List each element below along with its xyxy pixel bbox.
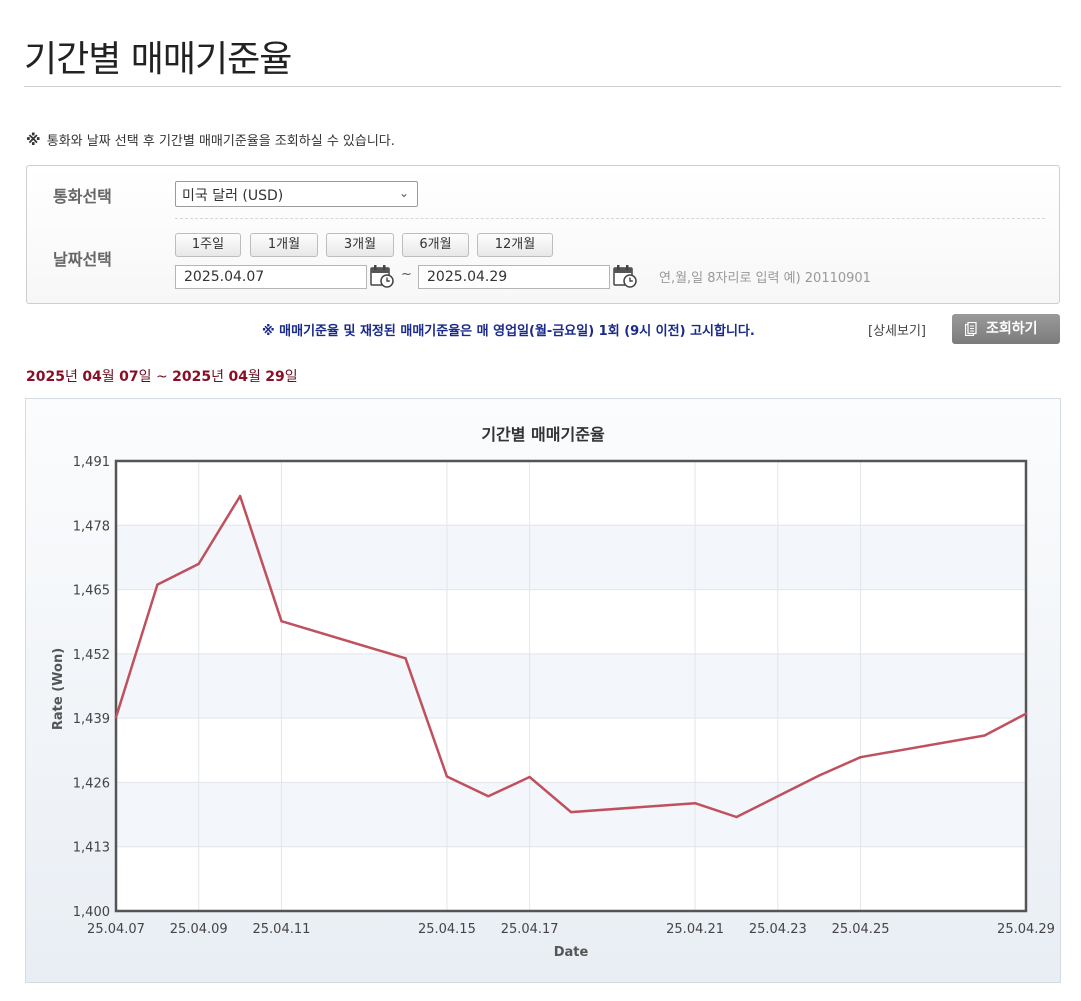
date-label: 날짜선택 (53, 250, 112, 269)
data-point (280, 620, 283, 623)
currency-label: 통화선택 (53, 187, 112, 206)
range-day-unit: 일 (284, 369, 298, 385)
data-point (114, 715, 118, 719)
x-tick-label: 25.04.09 (170, 922, 228, 937)
rate-line-chart: 기간별 매매기준율 Rate (Won) Date 1,400 1,413 1,42… (51, 425, 1055, 960)
y-tick-label: 1,465 (73, 584, 110, 599)
title-divider (24, 86, 1061, 87)
notice-mark: ※ (26, 131, 41, 149)
date-format-hint: 연,월,일 8자리로 입력 예) 20110901 (659, 271, 871, 286)
currency-select[interactable]: 미국 달러 (USD) ⌄ (175, 181, 418, 207)
plot-frame (114, 459, 1028, 913)
range-day-unit: 일 (138, 369, 152, 385)
chevron-down-icon: ⌄ (398, 186, 409, 200)
range-end-year: 2025 (172, 369, 212, 385)
y-tick-label: 1,478 (73, 519, 110, 534)
data-point (776, 795, 780, 798)
currency-select-value: 미국 달러 (USD) (182, 188, 284, 204)
y-tick-label: 1,426 (73, 776, 110, 791)
grid-band (116, 653, 1026, 719)
period-button-3month[interactable]: 3개월 (326, 233, 394, 257)
data-point (156, 583, 159, 586)
y-tick-label: 1,452 (73, 648, 110, 663)
data-point (1024, 712, 1028, 715)
x-tick-label: 25.04.29 (997, 922, 1055, 937)
range-start-day: 07 (119, 369, 139, 385)
data-point (445, 775, 449, 778)
data-point (983, 734, 986, 737)
query-button[interactable]: 조회하기 (952, 314, 1060, 344)
period-button-6month[interactable]: 6개월 (402, 233, 469, 257)
y-tick-label: 1,400 (73, 905, 110, 920)
period-button-1month[interactable]: 1개월 (250, 233, 318, 257)
search-panel: 통화선택 미국 달러 (USD) ⌄ 날짜선택 1주일 1개월 3개월 6개월 … (26, 165, 1060, 304)
x-tick-label: 25.04.25 (832, 922, 890, 937)
range-year-unit: 년 (211, 369, 229, 385)
data-point (569, 810, 573, 814)
data-point (238, 494, 242, 498)
x-tick-label: 25.04.21 (666, 922, 724, 937)
chart-title: 기간별 매매기준율 (481, 425, 605, 444)
x-tick-label: 25.04.11 (253, 922, 311, 937)
row-divider (175, 218, 1045, 219)
y-tick-label: 1,491 (73, 455, 110, 470)
detail-link[interactable]: [상세보기] (868, 324, 926, 339)
period-button-12month[interactable]: 12개월 (477, 233, 553, 257)
page-title: 기간별 매매기준율 (24, 39, 292, 80)
y-tick-label: 1,439 (73, 712, 110, 727)
range-start-month: 04 (82, 369, 102, 385)
end-date-input[interactable]: 2025.04.29 (418, 265, 610, 289)
data-point (693, 801, 697, 805)
x-tick-label: 25.04.15 (418, 922, 476, 937)
range-start-year: 2025 (26, 369, 65, 385)
x-tick-label: 25.04.23 (749, 922, 807, 937)
data-point (817, 774, 821, 777)
grid-band (116, 782, 1026, 847)
y-axis-label: Rate (Won) (51, 648, 66, 730)
calendar-icon[interactable] (613, 264, 637, 288)
calendar-icon[interactable] (370, 264, 394, 288)
data-point (528, 775, 531, 779)
x-tick-label: 25.04.07 (87, 922, 145, 937)
range-end-day: 29 (265, 369, 285, 385)
start-date-input[interactable]: 2025.04.07 (175, 265, 367, 289)
selected-date-range: 2025년 04월 07일 ~ 2025년 04월 29일 (26, 366, 298, 386)
range-month-unit: 월 (101, 369, 120, 385)
x-axis-label: Date (554, 945, 589, 960)
range-year-unit: 년 (64, 369, 83, 385)
data-point (487, 795, 490, 798)
range-separator: ~ (151, 369, 173, 385)
range-end-month: 04 (228, 369, 248, 385)
y-tick-label: 1,413 (73, 841, 110, 856)
data-point (404, 657, 407, 660)
period-button-1week[interactable]: 1주일 (175, 233, 241, 257)
query-button-label: 조회하기 (986, 321, 1038, 337)
data-point (859, 756, 862, 759)
data-point (735, 815, 738, 819)
document-icon (965, 322, 977, 336)
notice-text: ※ 통화와 날짜 선택 후 기간별 매매기준율을 조회하실 수 있습니다. (26, 130, 395, 149)
data-point (197, 562, 200, 566)
notice-message: 통화와 날짜 선택 후 기간별 매매기준율을 조회하실 수 있습니다. (46, 134, 395, 149)
chart-container: 기간별 매매기준율 Rate (Won) Date 1,400 1,413 1,42… (25, 398, 1061, 983)
announcement-text: ※ 매매기준율 및 재정된 매매기준율은 매 영업일(월-금요일) 1회 (9시… (262, 324, 755, 339)
range-month-unit: 월 (247, 369, 266, 385)
date-range-separator: ~ (401, 267, 412, 282)
x-tick-label: 25.04.17 (501, 922, 559, 937)
